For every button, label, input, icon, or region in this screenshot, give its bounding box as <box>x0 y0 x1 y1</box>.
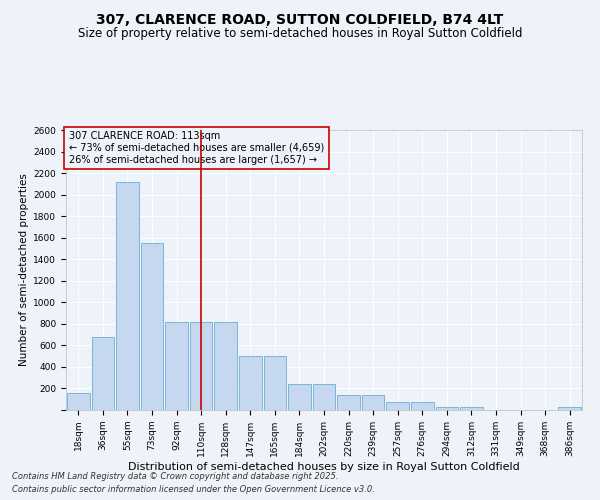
Bar <box>67 393 89 410</box>
Bar <box>559 407 581 410</box>
Bar <box>362 395 385 410</box>
Bar <box>386 402 409 410</box>
Text: Size of property relative to semi-detached houses in Royal Sutton Coldfield: Size of property relative to semi-detach… <box>78 28 522 40</box>
Text: Contains HM Land Registry data © Crown copyright and database right 2025.: Contains HM Land Registry data © Crown c… <box>12 472 338 481</box>
Bar <box>165 322 188 410</box>
Bar <box>116 182 139 410</box>
X-axis label: Distribution of semi-detached houses by size in Royal Sutton Coldfield: Distribution of semi-detached houses by … <box>128 462 520 471</box>
Bar <box>239 356 262 410</box>
Text: Contains public sector information licensed under the Open Government Licence v3: Contains public sector information licen… <box>12 485 375 494</box>
Text: 307, CLARENCE ROAD, SUTTON COLDFIELD, B74 4LT: 307, CLARENCE ROAD, SUTTON COLDFIELD, B7… <box>97 12 503 26</box>
Bar <box>140 243 163 410</box>
Bar <box>190 322 212 410</box>
Y-axis label: Number of semi-detached properties: Number of semi-detached properties <box>19 174 29 366</box>
Bar <box>288 384 311 410</box>
Text: 307 CLARENCE ROAD: 113sqm
← 73% of semi-detached houses are smaller (4,659)
26% : 307 CLARENCE ROAD: 113sqm ← 73% of semi-… <box>68 132 324 164</box>
Bar <box>460 407 483 410</box>
Bar <box>263 356 286 410</box>
Bar <box>214 322 237 410</box>
Bar <box>337 395 360 410</box>
Bar <box>313 384 335 410</box>
Bar <box>92 337 114 410</box>
Bar <box>411 402 434 410</box>
Bar <box>436 407 458 410</box>
